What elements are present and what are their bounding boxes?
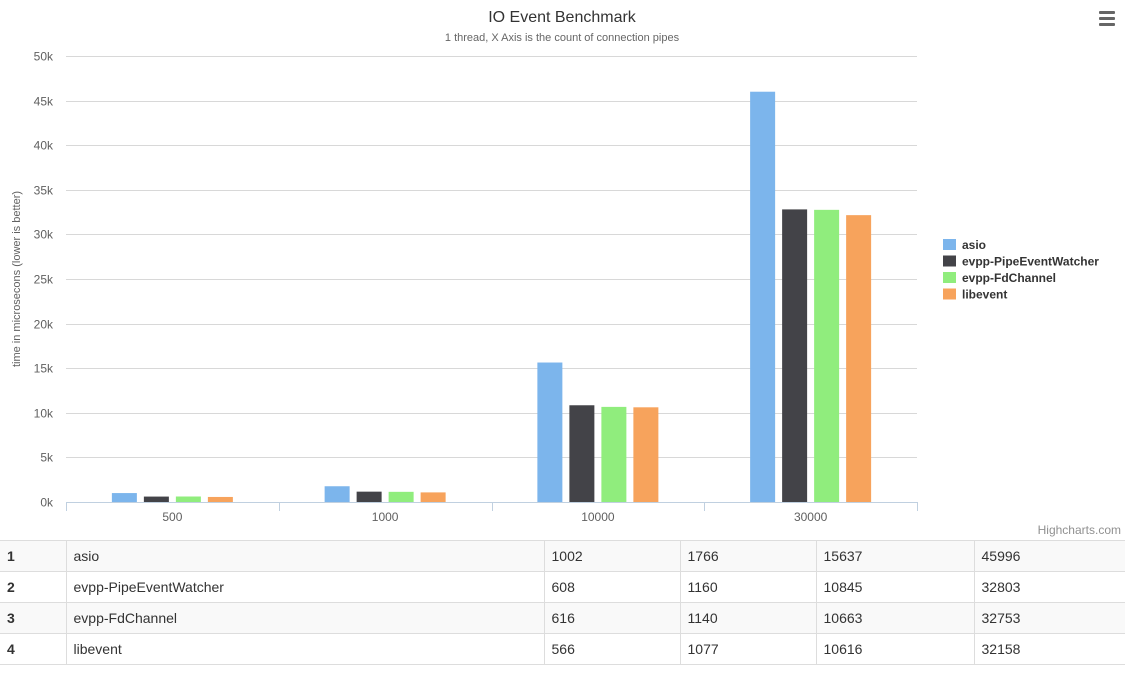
legend-swatch xyxy=(943,288,956,300)
y-tick-label: 35k xyxy=(34,184,54,198)
y-tick-label: 45k xyxy=(34,95,54,109)
series-name-cell: asio xyxy=(65,540,544,572)
bar-asio-10000 xyxy=(537,362,563,502)
value-cell: 1160 xyxy=(679,571,816,603)
series-name-cell: evpp-PipeEventWatcher xyxy=(65,571,544,603)
value-cell: 15637 xyxy=(815,540,974,572)
series-name-cell: evpp-FdChannel xyxy=(65,602,544,634)
value-cell: 10663 xyxy=(815,602,974,634)
bar-asio-500 xyxy=(111,493,137,502)
bar-libevent-30000 xyxy=(846,215,872,502)
x-tick-label: 10000 xyxy=(581,510,615,524)
bar-evpp-FdChannel-1000 xyxy=(388,491,414,502)
bar-libevent-1000 xyxy=(420,492,446,502)
bar-asio-30000 xyxy=(750,91,776,502)
y-tick-label: 30k xyxy=(34,228,54,242)
value-cell: 1766 xyxy=(679,540,816,572)
value-cell: 616 xyxy=(543,602,680,634)
data-table: 1 asio 1002 1766 15637 45996 2 evpp-PipeEventWa… xyxy=(0,540,1125,665)
y-axis-label: time in microsecons (lower is better) xyxy=(11,191,23,367)
value-cell: 10845 xyxy=(815,571,974,603)
y-tick-label: 15k xyxy=(34,362,54,376)
legend-swatch xyxy=(943,239,956,250)
value-cell: 1140 xyxy=(679,602,816,634)
y-tick-label: 10k xyxy=(34,407,54,421)
bar-chart: IO Event Benchmark 1 thread, X Axis is th… xyxy=(11,9,1099,524)
chart-container: IO Event Benchmark 1 thread, X Axis is th… xyxy=(11,9,1121,537)
bar-evpp-FdChannel-500 xyxy=(175,496,201,502)
legend-item-evpp-FdChannel: evpp-FdChannel xyxy=(962,271,1056,285)
value-cell: 1077 xyxy=(679,633,816,665)
series-name-cell: libevent xyxy=(65,633,544,665)
bar-asio-1000 xyxy=(324,486,350,502)
bar-evpp-PipeEventWatcher-1000 xyxy=(356,491,382,502)
chart-title: IO Event Benchmark xyxy=(488,9,637,26)
chart-subtitle: 1 thread, X Axis is the count of connect… xyxy=(445,32,680,44)
value-cell: 32803 xyxy=(973,571,1125,603)
bar-evpp-PipeEventWatcher-500 xyxy=(143,496,169,502)
y-tick-label: 0k xyxy=(40,496,54,510)
bar-evpp-PipeEventWatcher-10000 xyxy=(569,405,595,502)
y-tick-label: 5k xyxy=(40,451,54,465)
legend-item-evpp-PipeEventWatcher: evpp-PipeEventWatcher xyxy=(962,255,1099,269)
row-index-cell: 2 xyxy=(0,571,66,603)
y-tick-label: 50k xyxy=(34,50,54,64)
y-tick-label: 40k xyxy=(34,139,54,153)
bar-evpp-FdChannel-30000 xyxy=(814,209,840,502)
value-cell: 566 xyxy=(543,633,680,665)
x-tick-label: 1000 xyxy=(372,510,399,524)
value-cell: 608 xyxy=(543,571,680,603)
y-tick-label: 20k xyxy=(34,318,54,332)
legend-item-libevent: libevent xyxy=(962,288,1007,302)
hamburger-menu-icon[interactable] xyxy=(1095,9,1119,31)
y-tick-label: 25k xyxy=(34,273,54,287)
bar-evpp-PipeEventWatcher-30000 xyxy=(782,209,808,502)
value-cell: 45996 xyxy=(973,540,1125,572)
credits-link[interactable]: Highcharts.com xyxy=(1037,523,1121,537)
legend-item-asio: asio xyxy=(962,238,986,252)
bar-libevent-10000 xyxy=(633,407,659,502)
value-cell: 32753 xyxy=(973,602,1125,634)
value-cell: 32158 xyxy=(973,633,1125,665)
table-row: 3 evpp-FdChannel 616 1140 10663 32753 xyxy=(0,602,1125,634)
bar-evpp-FdChannel-10000 xyxy=(601,406,627,502)
value-cell: 10616 xyxy=(815,633,974,665)
table-row: 1 asio 1002 1766 15637 45996 xyxy=(0,540,1125,572)
value-cell: 1002 xyxy=(543,540,680,572)
x-tick-label: 30000 xyxy=(794,510,828,524)
row-index-cell: 3 xyxy=(0,602,66,634)
row-index-cell: 4 xyxy=(0,633,66,665)
x-tick-label: 500 xyxy=(162,510,182,524)
legend-swatch xyxy=(943,255,956,267)
row-index-cell: 1 xyxy=(0,540,66,572)
legend-swatch xyxy=(943,272,956,283)
table-row: 2 evpp-PipeEventWatcher 608 1160 10845 32803 xyxy=(0,571,1125,603)
table-row: 4 libevent 566 1077 10616 32158 xyxy=(0,633,1125,665)
bar-libevent-500 xyxy=(207,496,233,502)
